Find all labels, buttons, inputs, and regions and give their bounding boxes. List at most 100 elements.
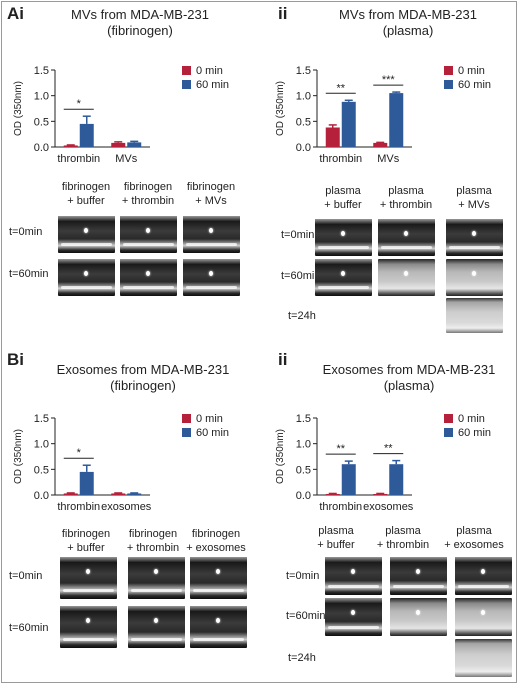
y-tick-label: 0.0 [296, 142, 311, 154]
bar [63, 493, 78, 495]
x-tick-label: MVs [377, 153, 400, 165]
bar [325, 493, 340, 495]
bar [389, 93, 404, 147]
col-head-fib-mvs: fibrinogen + MVs [186, 181, 236, 207]
y-tick-label: 0.5 [34, 464, 49, 476]
col-head-fib-thrombin: fibrinogen + thrombin [126, 528, 180, 554]
bar [341, 464, 356, 495]
vial-image [190, 606, 247, 648]
col-head-fib-buffer: fibrinogen + buffer [61, 181, 111, 207]
vial-image [378, 219, 435, 256]
y-axis-label: OD (350nm) [275, 81, 286, 136]
vial-image [128, 606, 185, 648]
row-label-t0: t=0min [9, 226, 43, 238]
bar [63, 145, 78, 147]
vial-image [120, 216, 177, 253]
chart-title-bi: Exosomes from MDA-MB-231 (fibrinogen) [56, 362, 230, 393]
y-tick-label: 0.0 [34, 490, 49, 502]
legend-label: 0 min [458, 413, 485, 425]
chart-aii: 0.00.51.01.5OD (350nm)thrombin MVs*****0 … [275, 65, 491, 165]
row-label-t0: t=0min [281, 229, 315, 241]
y-tick-label: 1.5 [296, 65, 311, 77]
chart-title-bii: Exosomes from MDA-MB-231 (plasma) [322, 362, 496, 393]
x-tick-label: thrombin [57, 153, 100, 165]
legend-label: 60 min [458, 79, 491, 91]
col-head-fib-buffer: fibrinogen + buffer [61, 528, 111, 554]
row-label-t60: t=60min [286, 610, 326, 622]
row-label-t60: t=60min [281, 270, 321, 282]
col-head-fib-thrombin: fibrinogen + thrombin [121, 181, 175, 207]
vial-image [315, 259, 372, 296]
y-tick-label: 1.0 [34, 439, 49, 451]
x-tick-label: exosomes [363, 501, 414, 513]
x-tick-label: thrombin [319, 153, 362, 165]
significance-label: *** [382, 74, 396, 86]
vial-image [390, 557, 447, 595]
vial-image [190, 557, 247, 599]
significance-label: ** [336, 82, 345, 94]
col-head-pl-mvs: plasma + MVs [456, 185, 492, 211]
legend-swatch [444, 428, 453, 437]
panel-letter-bi: Bi [7, 350, 24, 369]
y-tick-label: 1.0 [296, 439, 311, 451]
significance-label: ** [336, 443, 345, 455]
chart-title-ai: MVs from MDA-MB-231 (fibrinogen) [71, 7, 209, 38]
chart-bii: 0.0 0.5 1.0 1.5 OD (350nm) thrombin exosomes **… [275, 413, 491, 513]
chart-title-aii: MVs from MDA-MB-231 (plasma) [339, 7, 477, 38]
legend-label: 0 min [196, 413, 223, 425]
x-tick-label: thrombin [319, 501, 362, 513]
col-head-pl-buffer: plasma + buffer [317, 525, 355, 551]
legend-swatch [444, 80, 453, 89]
vial-image [325, 557, 382, 595]
bar [111, 142, 126, 147]
y-tick-label: 0.5 [296, 116, 311, 128]
significance-label: * [77, 447, 82, 459]
col-head-pl-thrombin: plasma + thrombin [376, 525, 430, 551]
row-label-t60: t=60min [9, 622, 49, 634]
bar [127, 493, 142, 495]
panel-letter-bii: ii [278, 350, 288, 369]
chart-ai: 0.0 0.5 1.0 1.5 OD (350nm) thrombin MVs * 0 min 6… [13, 65, 229, 165]
legend-label: 60 min [196, 79, 229, 91]
legend-swatch [182, 414, 191, 423]
vial-image [455, 639, 512, 677]
bar [79, 471, 94, 495]
legend-swatch [182, 428, 191, 437]
bar [373, 493, 388, 495]
significance-label: ** [384, 443, 393, 455]
vial-image [325, 598, 382, 636]
legend-swatch [444, 414, 453, 423]
y-tick-label: 0.0 [296, 490, 311, 502]
col-head-pl-exosomes: plasma + exosomes [444, 525, 504, 551]
row-label-t60: t=60min [9, 268, 49, 280]
y-tick-label: 1.0 [34, 91, 49, 103]
y-tick-label: 0.0 [34, 142, 49, 154]
vial-image [120, 259, 177, 296]
legend-label: 0 min [196, 65, 223, 77]
y-tick-label: 1.0 [296, 91, 311, 103]
y-tick-label: 0.5 [296, 464, 311, 476]
bar [325, 127, 340, 147]
legend-swatch [182, 66, 191, 75]
bar [389, 464, 404, 495]
vial-image [60, 606, 117, 648]
vial-image [390, 598, 447, 636]
x-tick-label: exosomes [101, 501, 152, 513]
legend-label: 60 min [196, 427, 229, 439]
bar [79, 123, 94, 147]
vial-image [128, 557, 185, 599]
legend-label: 60 min [458, 427, 491, 439]
vial-image [446, 259, 503, 296]
vial-image [446, 219, 503, 256]
vial-image [183, 259, 240, 296]
legend-label: 0 min [458, 65, 485, 77]
y-tick-label: 1.5 [296, 413, 311, 425]
y-axis-label: OD (350nm) [275, 429, 286, 484]
row-label-t24: t=24h [288, 652, 316, 664]
y-axis-label: OD (350nm) [13, 81, 24, 136]
row-label-t0: t=0min [286, 570, 320, 582]
vial-image [455, 598, 512, 636]
vial-image [58, 216, 115, 253]
panel-letter-ai: Ai [7, 4, 24, 23]
